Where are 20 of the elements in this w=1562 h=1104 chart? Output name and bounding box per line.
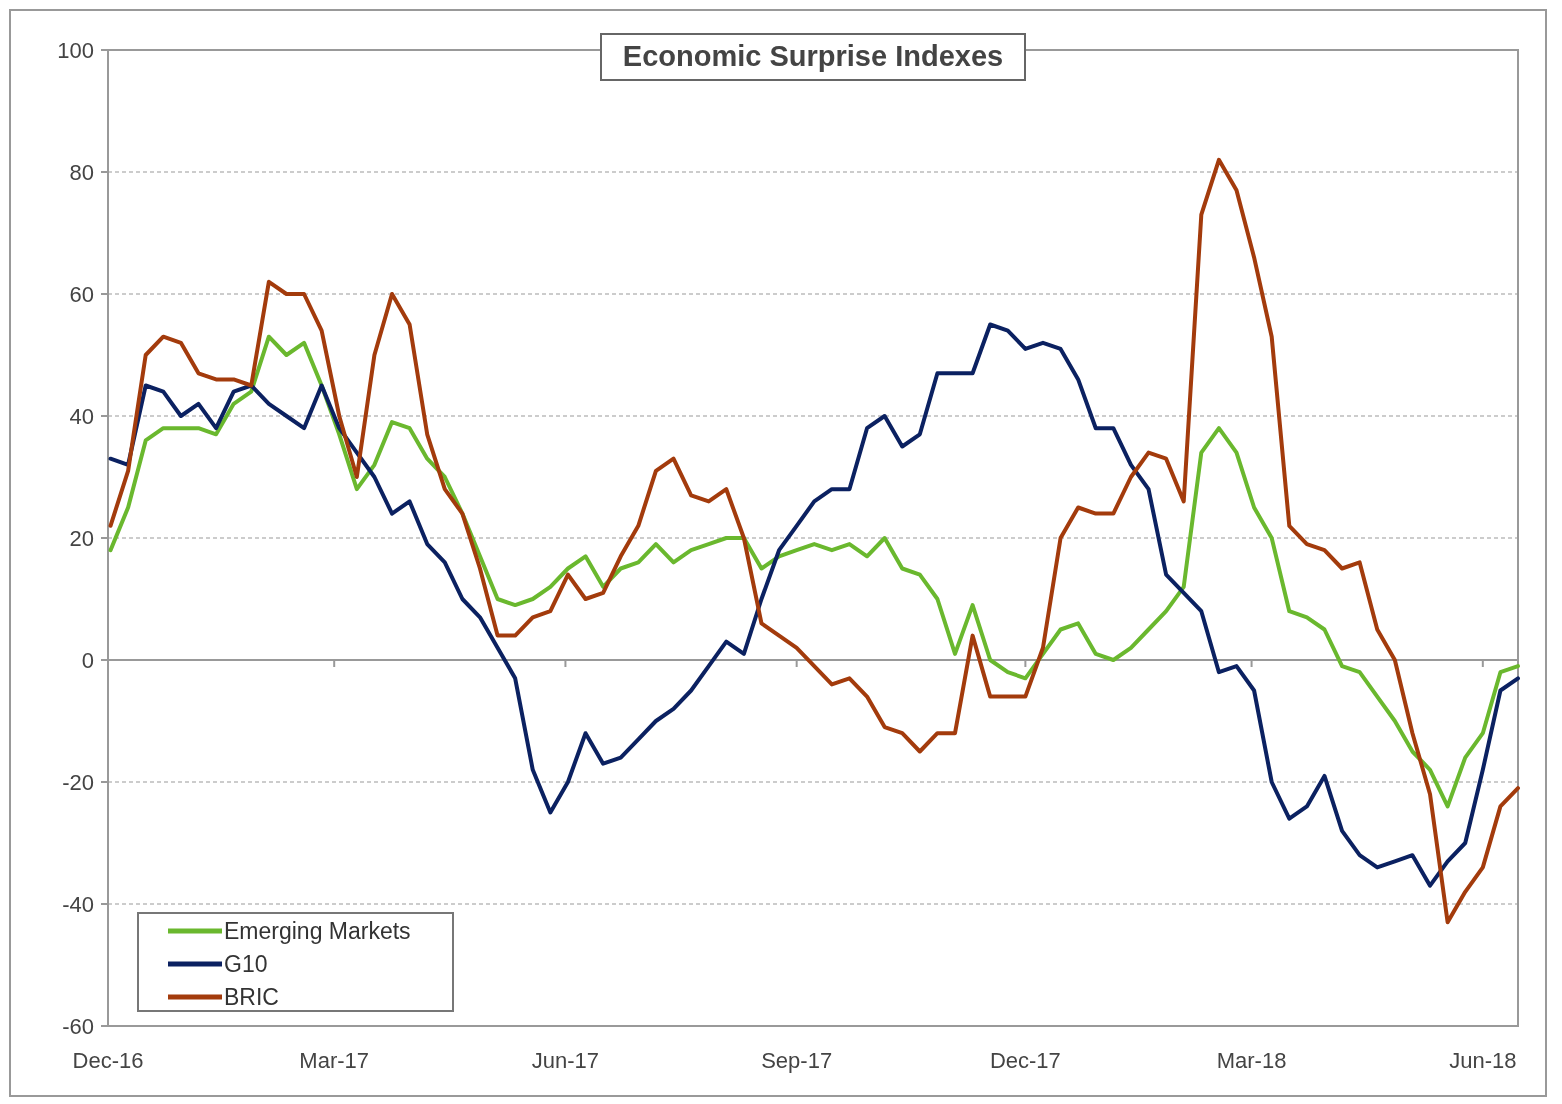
x-tick-label: Mar-17 (299, 1048, 370, 1073)
x-tick-label: Sep-17 (761, 1048, 833, 1073)
x-tick-label: Dec-16 (72, 1048, 144, 1073)
x-tick-label: Dec-17 (989, 1048, 1061, 1073)
y-tick-label: 80 (69, 160, 94, 185)
legend-label: G10 (224, 951, 268, 977)
y-tick-label: -40 (62, 892, 94, 917)
y-tick-label: 20 (69, 526, 94, 551)
y-tick-label: 0 (81, 648, 94, 673)
x-tick-label: Jun-18 (1449, 1048, 1517, 1073)
x-tick-label: Jun-17 (531, 1048, 600, 1073)
y-tick-label: 40 (69, 404, 94, 429)
y-tick-label: -60 (62, 1014, 94, 1039)
legend-label: Emerging Markets (224, 918, 411, 944)
y-tick-label: -20 (62, 770, 94, 795)
legend-label: BRIC (224, 984, 279, 1010)
y-tick-label: 60 (69, 282, 94, 307)
y-tick-label: 100 (57, 38, 94, 63)
chart-title: Economic Surprise Indexes (622, 40, 1004, 72)
x-tick-label: Mar-18 (1216, 1048, 1287, 1073)
